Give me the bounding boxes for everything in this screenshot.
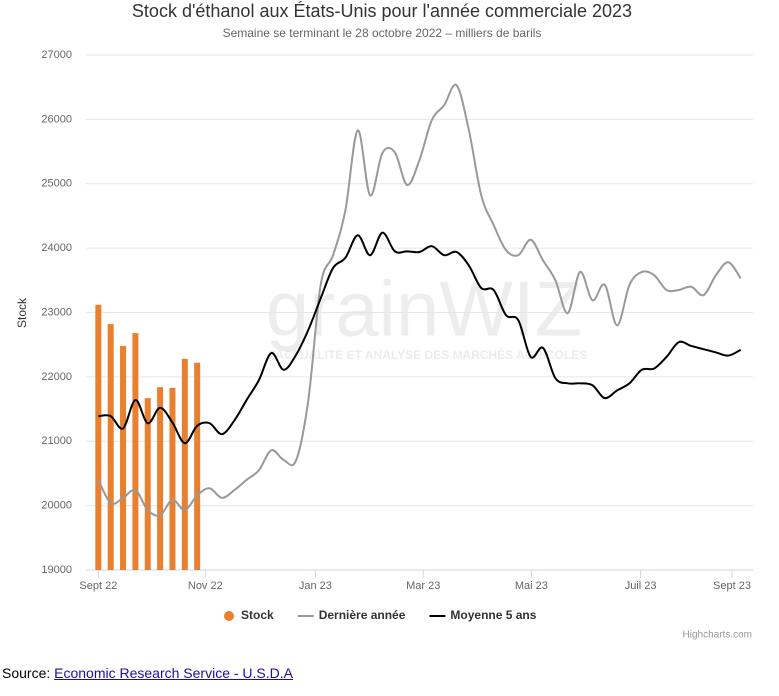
chart: Stock d'éthanol aux États-Unis pour l'an… — [15, 1, 753, 641]
bar — [120, 345, 127, 570]
bar — [132, 333, 139, 570]
chart-subtitle: Semaine se terminant le 28 octobre 2022 … — [223, 26, 542, 40]
line — [97, 83, 742, 517]
legend-marker — [224, 611, 234, 621]
y-tick-label: 24000 — [41, 242, 72, 254]
x-tick-label: Mai 23 — [515, 580, 548, 592]
bar — [157, 387, 164, 570]
watermark-tagline: FACTUALITÉ ET ANALYSE DES MARCHÉS AGRICO… — [269, 347, 588, 362]
x-tick-label: Mar 23 — [406, 580, 440, 592]
watermark: grainWIZ — [266, 265, 582, 353]
bar — [95, 304, 102, 570]
y-tick-label: 19000 — [41, 564, 72, 576]
y-tick-label: 21000 — [41, 435, 72, 447]
x-tick-label: Jan 23 — [299, 580, 332, 592]
bar — [107, 324, 114, 570]
bar — [169, 387, 176, 570]
y-tick-label: 25000 — [41, 178, 72, 190]
x-tick-label: Sept 22 — [79, 580, 117, 592]
y-tick-label: 26000 — [41, 113, 72, 125]
bar — [194, 362, 201, 570]
y-axis-label: Stock — [15, 297, 29, 328]
bar — [144, 398, 151, 570]
y-tick-label: 22000 — [41, 371, 72, 383]
legend-label: Moyenne 5 ans — [450, 608, 536, 622]
source-link[interactable]: Economic Research Service - U.S.D.A — [54, 665, 293, 681]
y-tick-label: 23000 — [41, 306, 72, 318]
y-tick-label: 27000 — [41, 49, 72, 61]
legend-label: Stock — [241, 608, 274, 622]
x-tick-label: Nov 22 — [188, 580, 223, 592]
y-tick-label: 20000 — [41, 500, 72, 512]
bar — [181, 358, 188, 570]
chart-title: Stock d'éthanol aux États-Unis pour l'an… — [132, 1, 632, 21]
x-tick-label: Juil 23 — [625, 580, 657, 592]
source-label: Source: — [2, 665, 51, 681]
line — [98, 231, 742, 445]
legend-label: Dernière année — [319, 608, 406, 622]
source: Source: Economic Research Service - U.S.… — [2, 665, 293, 681]
x-tick-label: Sept 23 — [713, 580, 751, 592]
credits: Highcharts.com — [683, 630, 752, 641]
